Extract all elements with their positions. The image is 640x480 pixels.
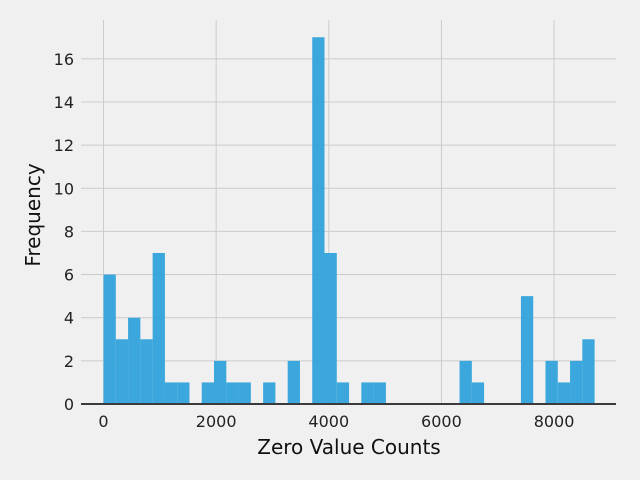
histogram-bar (545, 360, 558, 404)
y-tick-label: 4 (64, 309, 74, 328)
histogram-bar (520, 296, 534, 404)
histogram-bar (287, 360, 300, 404)
histogram-bar (177, 382, 190, 404)
histogram-bar (115, 339, 129, 404)
histogram-bar (263, 382, 276, 404)
histogram-bar (459, 360, 472, 404)
histogram-bar (312, 37, 325, 405)
histogram-bar (336, 382, 350, 404)
histogram-bar (140, 339, 153, 404)
y-tick-label: 6 (64, 266, 74, 285)
histogram-bar (128, 317, 141, 404)
x-tick-label: 4000 (308, 412, 349, 431)
histogram-bar (361, 382, 374, 404)
histogram-bar (570, 360, 583, 404)
grid-lines (81, 20, 616, 404)
histogram-bar (214, 360, 227, 404)
histogram-bar (226, 382, 239, 404)
y-tick-label: 8 (64, 222, 74, 241)
histogram-bar (238, 382, 251, 404)
x-tick-label: 0 (98, 412, 108, 431)
histogram-bar (164, 382, 178, 404)
histogram-bars (103, 37, 595, 405)
y-tick-label: 12 (54, 136, 74, 155)
histogram-bar (557, 382, 571, 404)
histogram-bar (103, 274, 116, 404)
x-tick-label: 6000 (421, 412, 462, 431)
y-axis-label: Frequency (21, 163, 45, 266)
histogram-bar (201, 382, 215, 404)
x-tick-label: 8000 (534, 412, 575, 431)
histogram-bar (152, 252, 165, 404)
histogram-bar (582, 339, 595, 404)
x-axis-label: Zero Value Counts (257, 435, 440, 459)
y-tick-label: 10 (54, 179, 74, 198)
y-tick-label: 0 (64, 395, 74, 414)
histogram-bar (471, 382, 485, 404)
histogram-bar (373, 382, 386, 404)
histogram-bar (324, 252, 337, 404)
y-tick-label: 16 (54, 50, 74, 69)
y-tick-label: 14 (54, 93, 74, 112)
x-tick-label: 2000 (196, 412, 237, 431)
y-tick-labels: 0 2 4 6 8 10 12 14 16 (54, 50, 74, 414)
y-tick-label: 2 (64, 352, 74, 371)
x-tick-labels: 0 2000 4000 6000 8000 (98, 412, 574, 431)
